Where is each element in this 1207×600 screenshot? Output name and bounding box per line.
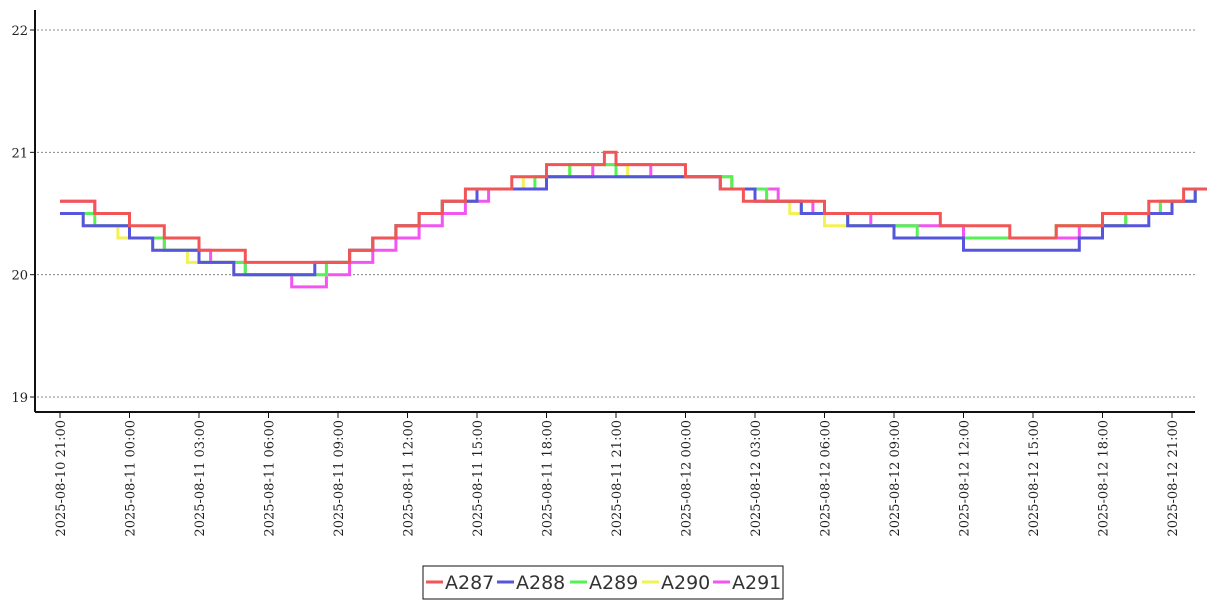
legend-label-a291: A291: [732, 572, 781, 594]
series-line-a289: [60, 163, 1207, 277]
series-line-a291: [60, 163, 1207, 289]
legend: A287 A288 A289 A290 A291: [422, 565, 784, 600]
x-tick-label: 2025-08-12 06:00: [819, 420, 834, 537]
legend-label-a288: A288: [516, 572, 565, 594]
y-tick-label: 20: [11, 269, 28, 284]
series-lines: [60, 150, 1207, 289]
series-line-a287: [60, 150, 1207, 264]
x-tick-label: 2025-08-11 00:00: [124, 420, 139, 537]
y-axis-ticks: 19 20 21 22: [11, 24, 35, 406]
x-tick-label: 2025-08-10 21:00: [54, 420, 69, 537]
series-line-a288: [60, 175, 1207, 277]
x-tick-label: 2025-08-12 03:00: [749, 420, 764, 537]
x-tick-label: 2025-08-11 03:00: [193, 420, 208, 537]
x-tick-label: 2025-08-11 06:00: [263, 420, 278, 537]
x-tick-label: 2025-08-11 18:00: [541, 420, 556, 537]
x-tick-label: 2025-08-11 21:00: [610, 420, 625, 537]
legend-label-a287: A287: [445, 572, 494, 594]
y-tick-label: 22: [11, 24, 28, 39]
x-tick-label: 2025-08-12 15:00: [1027, 420, 1042, 537]
x-tick-label: 2025-08-11 09:00: [332, 420, 347, 537]
x-tick-label: 2025-08-12 00:00: [680, 420, 695, 537]
y-tick-label: 19: [11, 391, 28, 406]
series-line-a290: [60, 163, 1207, 277]
x-tick-label: 2025-08-11 15:00: [471, 420, 486, 537]
gridlines: [37, 29, 1195, 398]
x-tick-label: 2025-08-12 21:00: [1166, 420, 1181, 537]
x-tick-label: 2025-08-12 09:00: [888, 420, 903, 537]
x-tick-label: 2025-08-11 12:00: [402, 420, 417, 537]
y-tick-label: 21: [11, 146, 28, 161]
legend-label-a289: A289: [589, 572, 638, 594]
legend-label-a290: A290: [661, 572, 710, 594]
x-tick-label: 2025-08-12 18:00: [1097, 420, 1112, 537]
x-axis-ticks: 2025-08-10 21:00 2025-08-11 00:00 2025-08-…: [54, 412, 1181, 537]
x-tick-label: 2025-08-12 12:00: [958, 420, 973, 537]
